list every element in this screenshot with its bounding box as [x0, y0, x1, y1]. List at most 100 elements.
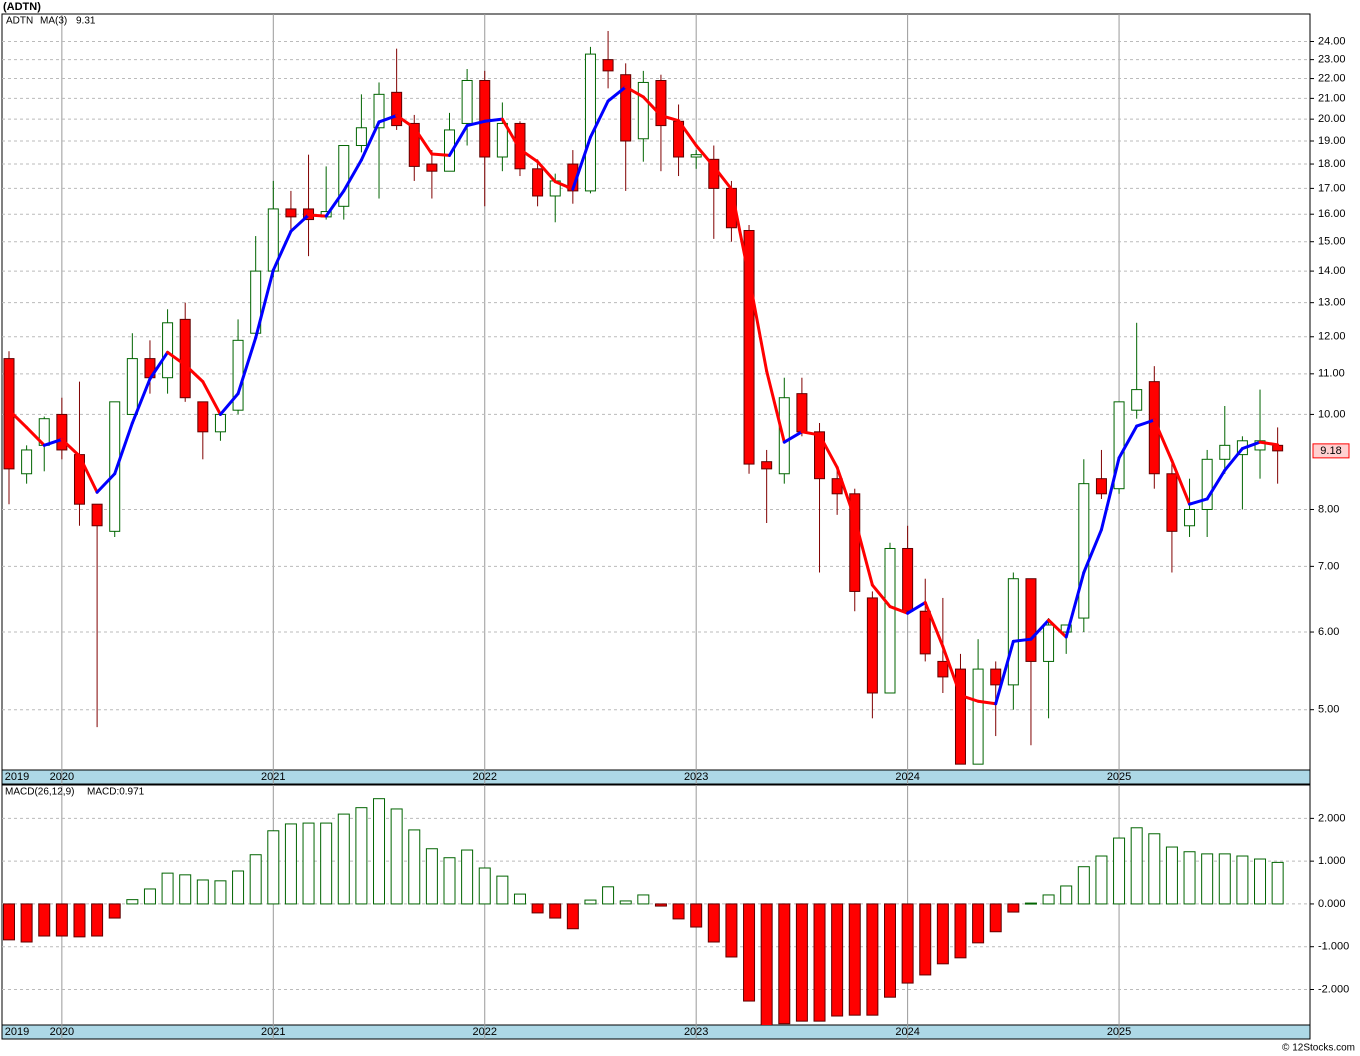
macd-bar [161, 872, 174, 905]
ma-segment [782, 430, 804, 444]
ma-segment [976, 699, 998, 706]
y-tick-label: 12.00 [1318, 331, 1346, 343]
ma-segment [1223, 447, 1244, 472]
x-tick-label: 2025 [1107, 771, 1131, 783]
candle-body [109, 401, 121, 532]
x-tick-label: 2022 [472, 1026, 496, 1038]
x-tick-label: 2020 [50, 771, 74, 783]
macd-bar [1024, 902, 1037, 905]
candle-body [620, 74, 632, 142]
candle-body [761, 461, 773, 470]
macd-bar [1060, 885, 1073, 905]
y-tick-label: 23.00 [1318, 54, 1346, 66]
macd-title: MACD(26,12,9) [5, 787, 74, 798]
y-tick-label: 21.00 [1318, 92, 1346, 104]
ma-segment [1029, 618, 1051, 641]
macd-bar [373, 798, 386, 905]
y-tick-label: 2.000 [1318, 812, 1346, 824]
ma-segment [1011, 637, 1033, 643]
macd-bar [143, 888, 156, 905]
ma-segment [307, 213, 328, 218]
y-tick-label: 5.00 [1318, 704, 1339, 716]
ma-segment [694, 144, 716, 168]
ma-segment [324, 189, 346, 218]
candle-body [479, 79, 491, 158]
ma-segment [201, 380, 222, 416]
ma-segment [1188, 497, 1209, 506]
candle-body [162, 322, 174, 379]
ma-segment [1064, 570, 1086, 639]
ma-segment [25, 425, 46, 447]
y-tick-label: 18.00 [1318, 158, 1346, 170]
x-tick-label: 2024 [895, 1026, 919, 1038]
ma-segment [60, 437, 81, 458]
ma-segment [536, 160, 557, 184]
macd-bar [232, 870, 245, 905]
candle-body [655, 79, 667, 127]
candle-body [796, 393, 808, 433]
ma-segment [571, 135, 592, 191]
ma-segment [906, 601, 927, 615]
ma-segment [1117, 424, 1139, 460]
ma-segment [835, 465, 857, 521]
macd-bar [602, 886, 615, 905]
ma-segment [1205, 468, 1227, 501]
candle-body [444, 129, 455, 172]
ma-segment [765, 369, 786, 444]
candle-body [584, 53, 596, 192]
candle-body [743, 229, 755, 465]
y-tick-label: -2.000 [1318, 983, 1349, 995]
macd-bar [743, 903, 756, 1002]
x-tick-label: 2024 [895, 771, 919, 783]
macd-bar [513, 893, 526, 905]
ma-segment [818, 433, 839, 469]
legend-ma-name: MA(3) [40, 16, 67, 27]
x-tick-label: 2021 [261, 771, 285, 783]
candle-body [426, 163, 438, 172]
macd-bar [637, 894, 650, 905]
ma-segment [1152, 418, 1174, 463]
candle-body [461, 79, 473, 124]
ma-segment [7, 408, 29, 429]
ma-segment [1170, 459, 1192, 506]
y-tick-label: 6.00 [1318, 626, 1339, 638]
ma-segment [430, 152, 451, 157]
macd-bar [813, 903, 826, 1022]
candle-body [1131, 389, 1143, 411]
macd-bar [989, 903, 1002, 933]
ma-segment [941, 644, 962, 697]
ma-segment [183, 363, 205, 384]
macd-bar [584, 899, 597, 905]
y-tick-label: 7.00 [1318, 560, 1339, 572]
ma-segment [677, 119, 698, 148]
macd-bar [866, 903, 879, 1016]
ma-segment [888, 605, 910, 615]
candle-body [197, 401, 209, 433]
candle-body [338, 145, 350, 207]
candle-body [937, 660, 949, 678]
macd-bar [284, 823, 297, 905]
ma-segment [254, 268, 275, 340]
macd-bar [954, 903, 967, 959]
candle-body [1148, 381, 1160, 475]
y-tick-label: 14.00 [1318, 265, 1346, 277]
macd-bar [936, 903, 949, 965]
macd-bar [461, 849, 474, 905]
macd-bar [478, 867, 491, 905]
candle-body [814, 431, 826, 480]
y-tick-label: 17.00 [1318, 182, 1346, 194]
ma-segment [747, 275, 769, 373]
macd-bar [619, 900, 632, 905]
plot-area [3, 798, 1284, 1025]
macd-bar [1042, 894, 1055, 905]
macd-value: MACD:0.971 [87, 787, 145, 798]
x-tick-label: 2019 [5, 771, 29, 783]
ma-segment [853, 517, 874, 587]
candle-body [1025, 578, 1037, 662]
y-tick-label: 1.000 [1318, 855, 1346, 867]
candle-body [285, 208, 297, 218]
x-axis-band [1, 1024, 1311, 1040]
ma-segment [113, 421, 134, 476]
x-tick-label: 2019 [5, 1026, 29, 1038]
